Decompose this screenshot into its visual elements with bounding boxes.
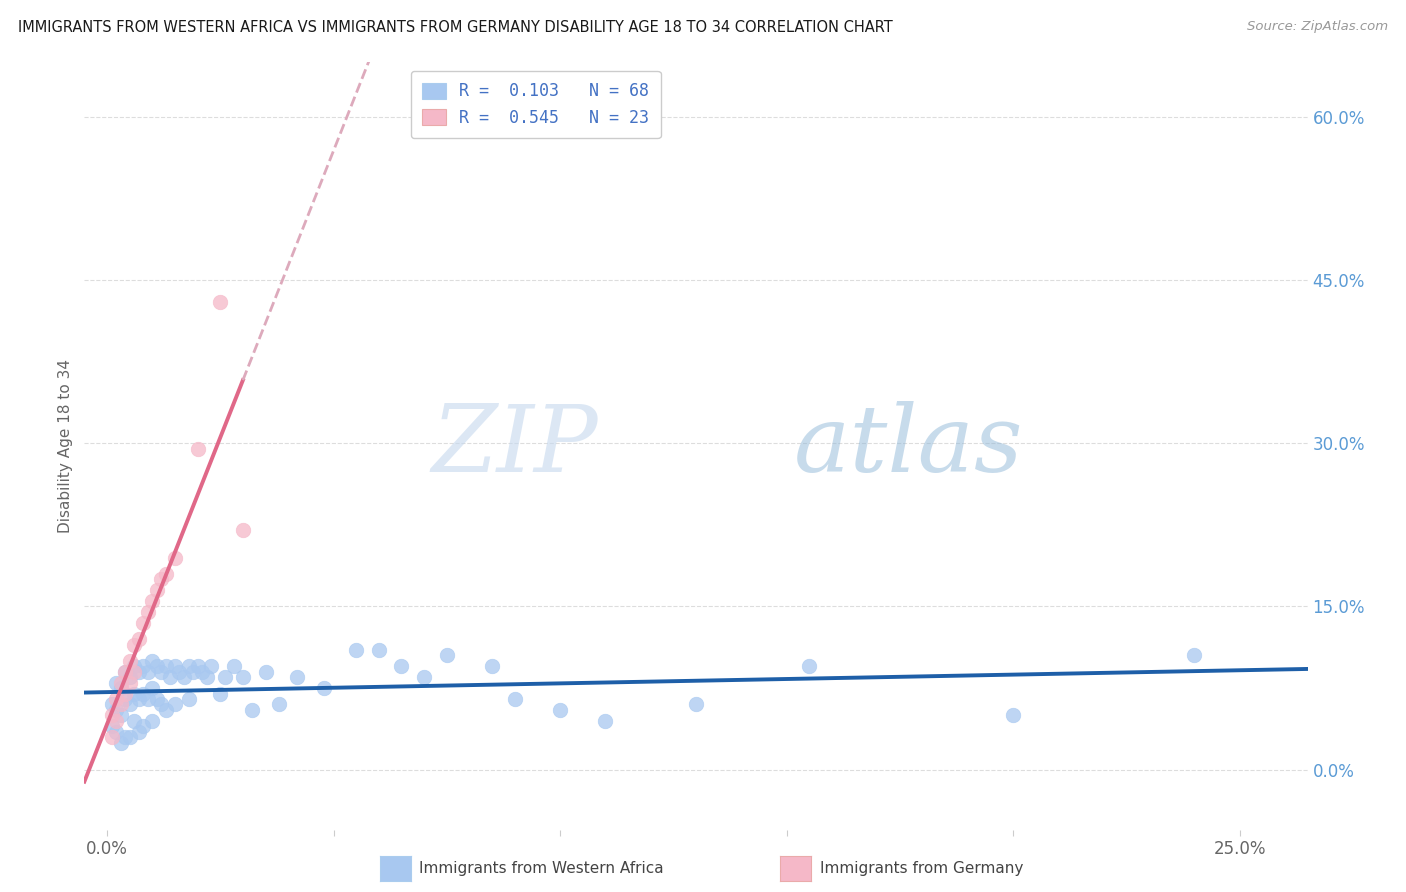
Point	[122, 665, 145, 679]
Point	[132, 687, 155, 701]
Point	[114, 665, 136, 679]
Point	[195, 670, 218, 684]
Point	[128, 724, 150, 739]
Point	[177, 659, 200, 673]
Point	[141, 714, 163, 728]
Y-axis label: Disability Age 18 to 34: Disability Age 18 to 34	[58, 359, 73, 533]
Point	[128, 665, 150, 679]
Point	[209, 294, 232, 309]
Point	[141, 594, 163, 608]
Point	[136, 605, 159, 619]
Point	[187, 442, 209, 456]
Point	[100, 719, 122, 733]
Point	[114, 692, 136, 706]
Point	[367, 643, 389, 657]
Point	[181, 665, 204, 679]
Point	[132, 659, 155, 673]
Text: Immigrants from Western Africa: Immigrants from Western Africa	[419, 862, 664, 876]
Point	[132, 615, 155, 630]
Point	[105, 692, 128, 706]
Point	[118, 698, 141, 712]
Point	[136, 692, 159, 706]
Point	[163, 698, 186, 712]
Text: IMMIGRANTS FROM WESTERN AFRICA VS IMMIGRANTS FROM GERMANY DISABILITY AGE 18 TO 3: IMMIGRANTS FROM WESTERN AFRICA VS IMMIGR…	[18, 20, 893, 35]
Point	[105, 675, 128, 690]
Point	[191, 665, 214, 679]
Point	[122, 659, 145, 673]
Point	[214, 670, 236, 684]
Point	[155, 566, 177, 581]
Point	[132, 719, 155, 733]
Point	[100, 708, 122, 723]
Point	[122, 687, 145, 701]
Point	[146, 583, 169, 598]
Point	[114, 730, 136, 744]
Point	[114, 665, 136, 679]
Point	[163, 659, 186, 673]
Point	[595, 714, 617, 728]
Point	[344, 643, 367, 657]
Legend: R =  0.103   N = 68, R =  0.545   N = 23: R = 0.103 N = 68, R = 0.545 N = 23	[411, 70, 661, 138]
Point	[1002, 708, 1025, 723]
Text: Source: ZipAtlas.com: Source: ZipAtlas.com	[1247, 20, 1388, 33]
Point	[155, 659, 177, 673]
Point	[110, 735, 132, 749]
Point	[799, 659, 821, 673]
Point	[110, 708, 132, 723]
Point	[146, 659, 169, 673]
Point	[209, 687, 232, 701]
Point	[128, 632, 150, 647]
Point	[105, 724, 128, 739]
Point	[232, 670, 254, 684]
Point	[118, 670, 141, 684]
Point	[110, 681, 132, 695]
Point	[391, 659, 413, 673]
Point	[200, 659, 222, 673]
Point	[150, 572, 173, 586]
Point	[114, 687, 136, 701]
Point	[118, 675, 141, 690]
Point	[159, 670, 181, 684]
Point	[177, 692, 200, 706]
Point	[122, 638, 145, 652]
Point	[118, 730, 141, 744]
Point	[110, 698, 132, 712]
Point	[118, 654, 141, 668]
Point	[173, 670, 195, 684]
Point	[254, 665, 277, 679]
Point	[105, 714, 128, 728]
Point	[150, 665, 173, 679]
Point	[150, 698, 173, 712]
Point	[141, 681, 163, 695]
Point	[141, 654, 163, 668]
Point	[1182, 648, 1205, 663]
Point	[110, 675, 132, 690]
Point	[413, 670, 436, 684]
Point	[269, 698, 291, 712]
Point	[105, 703, 128, 717]
Point	[136, 665, 159, 679]
Text: atlas: atlas	[794, 401, 1024, 491]
Point	[155, 703, 177, 717]
Point	[314, 681, 336, 695]
Point	[122, 714, 145, 728]
Text: Immigrants from Germany: Immigrants from Germany	[820, 862, 1024, 876]
Point	[222, 659, 245, 673]
Point	[128, 692, 150, 706]
Point	[436, 648, 458, 663]
Point	[187, 659, 209, 673]
Point	[100, 730, 122, 744]
Text: ZIP: ZIP	[432, 401, 598, 491]
Point	[232, 524, 254, 538]
Point	[503, 692, 526, 706]
Point	[100, 698, 122, 712]
Point	[169, 665, 191, 679]
Point	[548, 703, 571, 717]
Point	[481, 659, 503, 673]
Point	[146, 692, 169, 706]
Point	[240, 703, 263, 717]
Point	[163, 550, 186, 565]
Point	[685, 698, 707, 712]
Point	[285, 670, 308, 684]
